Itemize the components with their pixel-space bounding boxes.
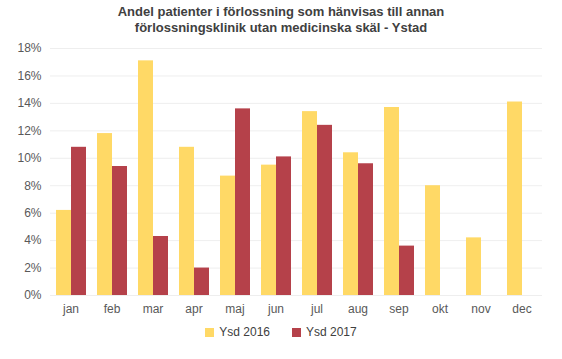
svg-text:12%: 12% <box>17 124 41 138</box>
svg-text:jan: jan <box>62 302 79 316</box>
svg-text:16%: 16% <box>17 69 41 83</box>
svg-text:0%: 0% <box>24 288 42 302</box>
svg-text:mar: mar <box>143 302 164 316</box>
svg-text:feb: feb <box>104 302 121 316</box>
svg-text:jun: jun <box>267 302 284 316</box>
svg-text:aug: aug <box>348 302 368 316</box>
svg-text:jul: jul <box>310 302 323 316</box>
svg-text:okt: okt <box>432 302 449 316</box>
html-text:Ysd 2016: Ysd 2016 <box>219 325 270 339</box>
svg-text:apr: apr <box>185 302 202 316</box>
svg-text:maj: maj <box>225 302 244 316</box>
svg-text:nov: nov <box>471 302 490 316</box>
svg-text:14%: 14% <box>17 96 41 110</box>
svg-text:18%: 18% <box>17 41 41 55</box>
html-text:Andel patienter i förlossning: Andel patienter i förlossning som hänvis… <box>117 4 445 35</box>
svg-text:sep: sep <box>389 302 409 316</box>
svg-text:10%: 10% <box>17 151 41 165</box>
svg-text:8%: 8% <box>24 179 42 193</box>
html-text:Ysd 2017: Ysd 2017 <box>306 325 357 339</box>
svg-text:dec: dec <box>512 302 531 316</box>
svg-text:4%: 4% <box>24 233 42 247</box>
svg-text:2%: 2% <box>24 261 42 275</box>
svg-text:6%: 6% <box>24 206 42 220</box>
